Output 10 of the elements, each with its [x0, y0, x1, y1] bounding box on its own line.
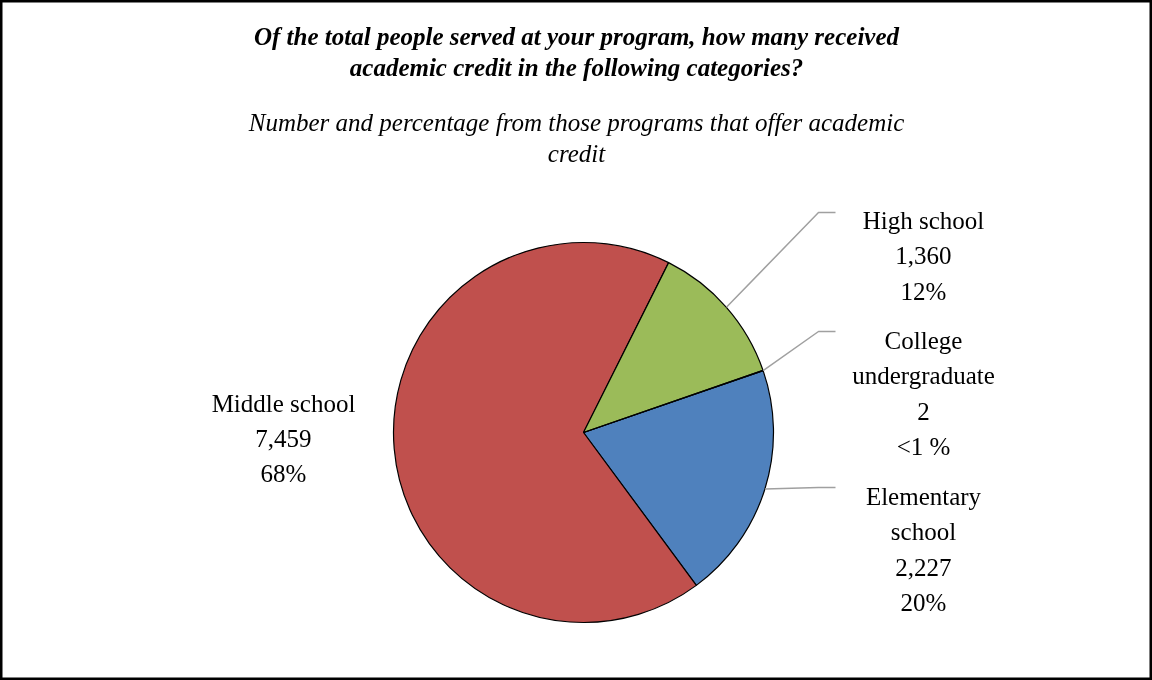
slice-label: Middle school [211, 390, 356, 418]
chart-subtitle: Number and percentage from those programs that offer academic credit [247, 108, 905, 167]
slice-label: High school [862, 207, 985, 235]
slice-label: Elementary school [865, 483, 982, 546]
data-label: 2,227 20% [895, 553, 952, 616]
data-label: 2 <1 % [896, 397, 951, 460]
data-label: 7,459 68% [255, 425, 312, 488]
slice-label: College undergraduate [852, 327, 995, 390]
data-label: 1,360 12% [895, 242, 952, 305]
chart-title: Of the total people served at your program, how many received academic credit in the following categories? [253, 22, 900, 81]
